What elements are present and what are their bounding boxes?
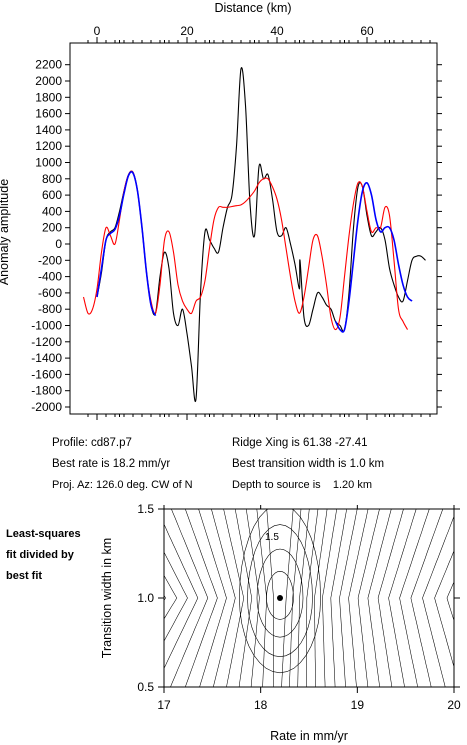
top-x-tick-label: 20 xyxy=(180,24,194,38)
y-tick-label: -1000 xyxy=(31,319,62,333)
y-tick-label: 1600 xyxy=(35,107,62,121)
contour-line xyxy=(198,509,227,687)
profile-label: Profile: cd87.p7 xyxy=(52,437,132,449)
contour-line xyxy=(223,509,244,687)
contour-x-tick-label: 17 xyxy=(157,698,171,712)
contour-level-label: 1.5 xyxy=(265,532,279,543)
contour-x-tick-label: 20 xyxy=(447,698,461,712)
contour-line xyxy=(266,509,274,687)
model-anomaly-line xyxy=(82,170,408,331)
contour-loop xyxy=(239,509,321,674)
contour-note: Least-squares fit divided by best fit xyxy=(6,524,101,587)
contour-line xyxy=(164,551,188,642)
best-rate-label: Best rate is 18.2 mm/yr xyxy=(52,458,171,470)
y-tick-label: 1200 xyxy=(35,139,62,153)
y-tick-label: -400 xyxy=(38,270,62,284)
contour-note-line-2: fit divided by xyxy=(6,549,74,561)
y-tick-label: 0 xyxy=(55,237,62,251)
contour-loop xyxy=(266,570,294,620)
proj-az-label: Proj. Az: 126.0 deg. CW of N xyxy=(52,479,193,491)
top-plot-frame xyxy=(69,42,438,415)
contour-line xyxy=(434,550,454,669)
y-tick-label: 1800 xyxy=(35,90,62,104)
y-tick-label: 400 xyxy=(42,204,62,218)
contour-line xyxy=(460,509,467,687)
contour-y-tick-label: 0.5 xyxy=(137,680,154,694)
y-tick-label: 1000 xyxy=(35,156,62,170)
contour-loop xyxy=(256,548,304,638)
y-tick-label: 2000 xyxy=(35,74,62,88)
top-x-tick-label: 40 xyxy=(270,24,284,38)
contour-x-tick-label: 18 xyxy=(254,698,268,712)
misfit-contour-chart: 17 18 19 20 0.5 1.0 1.5 1.5 Rate in mm/yr Tran… xyxy=(0,502,467,743)
fit-segment-line xyxy=(334,182,413,333)
depth-label: Depth to source is 1.20 km xyxy=(232,479,373,491)
top-axis-title: Distance (km) xyxy=(214,1,291,15)
contour-line xyxy=(185,509,218,687)
y-tick-label: 200 xyxy=(42,221,62,235)
y-tick-label: -1800 xyxy=(31,384,62,398)
contour-loop xyxy=(247,524,313,658)
best-width-label: Best transition width is 1.0 km xyxy=(232,458,385,470)
contour-line xyxy=(339,509,358,687)
fit-segment-line xyxy=(96,171,157,317)
contour-line xyxy=(314,509,328,687)
contour-line xyxy=(0,509,2,687)
contour-line xyxy=(297,509,310,687)
contour-line xyxy=(348,509,369,687)
contour-y-tick-label: 1.0 xyxy=(137,591,154,605)
contour-x-tick-label: 19 xyxy=(351,698,365,712)
y-tick-label: 1400 xyxy=(35,123,62,137)
y-tick-label: -1200 xyxy=(31,335,62,349)
contour-line xyxy=(246,509,260,687)
anomaly-profile-chart: Distance (km) Anomaly amplitude 0 20 40 60 … xyxy=(0,1,442,420)
contour-line xyxy=(164,594,166,601)
left-axis-title: Anomaly amplitude xyxy=(0,179,11,285)
bottom-y-axis-title: Transition width in km xyxy=(100,538,114,658)
top-x-tick-label: 0 xyxy=(94,24,101,38)
best-fit-point xyxy=(277,595,283,601)
y-tick-label: -2000 xyxy=(31,400,62,414)
contour-line xyxy=(410,509,444,687)
contour-line xyxy=(170,509,209,687)
contour-y-tick-label: 1.5 xyxy=(137,502,154,516)
contour-line xyxy=(306,509,319,687)
contour-line xyxy=(164,574,178,620)
contour-line xyxy=(322,509,337,687)
contour-line xyxy=(211,509,236,687)
contour-line xyxy=(357,509,380,687)
y-tick-label: -1600 xyxy=(31,367,62,381)
contour-line xyxy=(367,509,392,687)
contour-line xyxy=(399,509,430,687)
observed-anomaly-line xyxy=(96,66,426,402)
y-tick-label: -200 xyxy=(38,253,62,267)
y-tick-label: -1400 xyxy=(31,351,62,365)
contour-line xyxy=(422,515,454,687)
contour-line xyxy=(377,509,404,687)
ridge-xing-label: Ridge Xing is 61.38 -27.41 xyxy=(232,437,368,449)
contour-line xyxy=(446,581,454,622)
y-tick-label: -800 xyxy=(38,302,62,316)
contour-line xyxy=(289,509,302,687)
top-x-tick-label: 60 xyxy=(360,24,374,38)
contour-line xyxy=(164,523,199,670)
y-tick-label: 2200 xyxy=(35,58,62,72)
bottom-x-axis-title: Rate in mm/yr xyxy=(270,729,348,743)
y-tick-label: 800 xyxy=(42,172,62,186)
contour-line xyxy=(330,509,347,687)
contour-line xyxy=(388,509,417,687)
contour-line xyxy=(234,509,253,687)
y-tick-label: -600 xyxy=(38,286,62,300)
contour-note-line-1: Least-squares xyxy=(6,528,81,540)
y-tick-label: 600 xyxy=(42,188,62,202)
contour-note-line-3: best fit xyxy=(6,570,43,582)
contour-line xyxy=(281,509,294,687)
